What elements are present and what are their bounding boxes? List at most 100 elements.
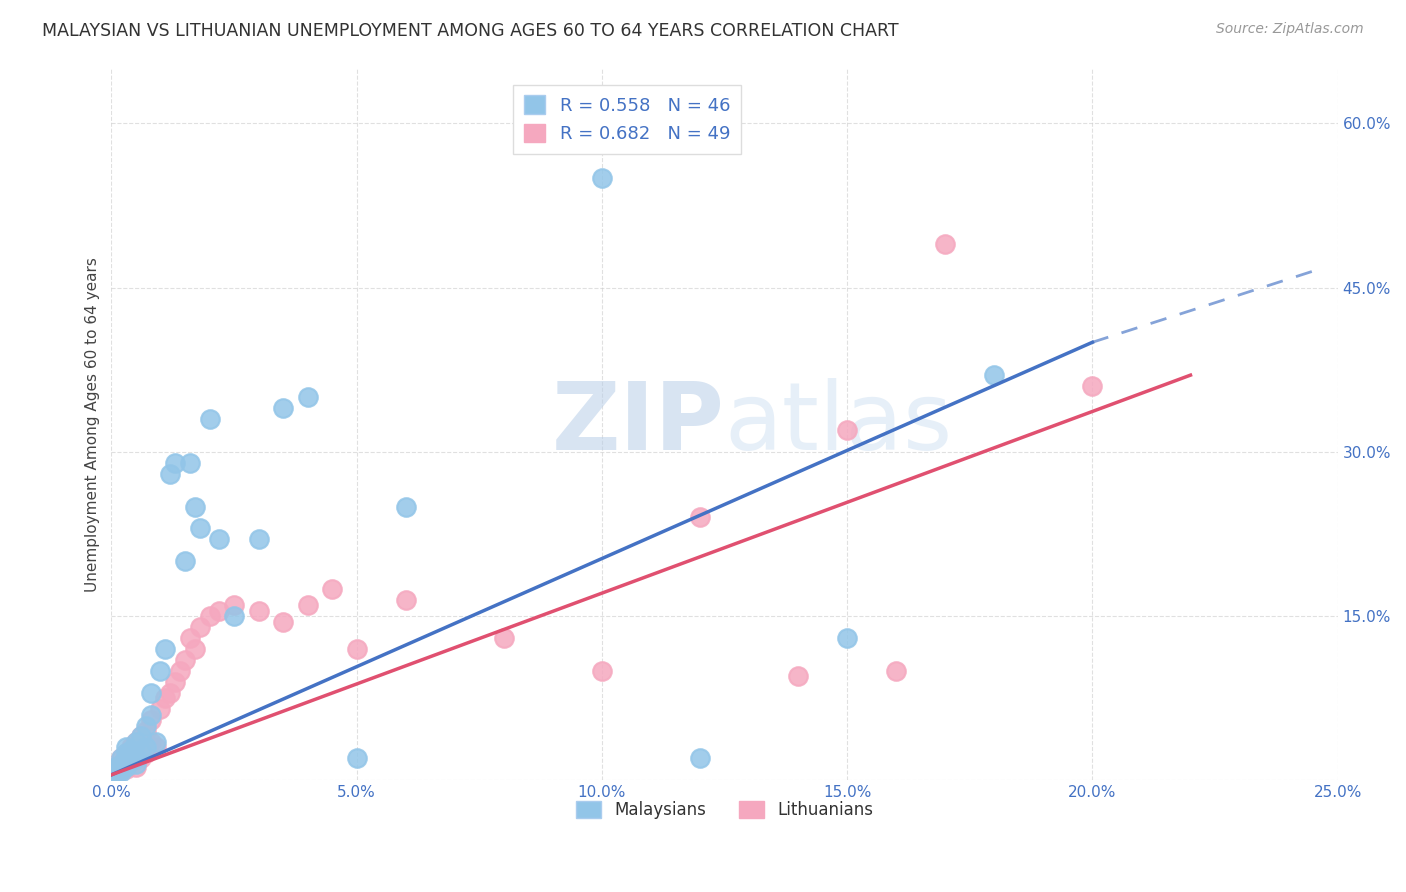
Point	[492, 631, 515, 645]
Point	[129, 730, 152, 744]
Point	[1081, 379, 1104, 393]
Point	[271, 401, 294, 415]
Point	[115, 746, 138, 760]
Point	[110, 764, 132, 779]
Point	[934, 236, 956, 251]
Point	[983, 368, 1005, 383]
Point	[110, 762, 132, 776]
Text: MALAYSIAN VS LITHUANIAN UNEMPLOYMENT AMONG AGES 60 TO 64 YEARS CORRELATION CHART: MALAYSIAN VS LITHUANIAN UNEMPLOYMENT AMO…	[42, 22, 898, 40]
Point	[689, 510, 711, 524]
Point	[115, 740, 138, 755]
Point	[120, 754, 142, 768]
Point	[198, 412, 221, 426]
Point	[837, 423, 859, 437]
Point	[188, 620, 211, 634]
Point	[110, 751, 132, 765]
Y-axis label: Unemployment Among Ages 60 to 64 years: Unemployment Among Ages 60 to 64 years	[86, 257, 100, 592]
Point	[139, 686, 162, 700]
Point	[125, 760, 148, 774]
Point	[689, 751, 711, 765]
Point	[105, 760, 128, 774]
Point	[115, 754, 138, 768]
Point	[184, 641, 207, 656]
Point	[159, 686, 181, 700]
Point	[139, 735, 162, 749]
Point	[179, 456, 201, 470]
Point	[115, 746, 138, 760]
Point	[110, 762, 132, 776]
Point	[174, 653, 197, 667]
Point	[129, 746, 152, 760]
Point	[125, 735, 148, 749]
Text: atlas: atlas	[724, 378, 953, 470]
Point	[105, 762, 128, 776]
Point	[188, 521, 211, 535]
Point	[115, 754, 138, 768]
Point	[149, 664, 172, 678]
Point	[110, 756, 132, 771]
Point	[105, 764, 128, 779]
Point	[125, 746, 148, 760]
Point	[591, 171, 613, 186]
Point	[155, 691, 177, 706]
Point	[271, 615, 294, 629]
Point	[165, 456, 187, 470]
Point	[169, 664, 191, 678]
Point	[139, 713, 162, 727]
Point	[120, 756, 142, 771]
Point	[125, 756, 148, 771]
Point	[105, 768, 128, 782]
Point	[135, 746, 157, 760]
Point	[591, 664, 613, 678]
Point	[115, 762, 138, 776]
Point	[159, 467, 181, 481]
Point	[297, 598, 319, 612]
Point	[145, 735, 167, 749]
Point	[105, 760, 128, 774]
Point	[198, 609, 221, 624]
Point	[247, 603, 270, 617]
Point	[346, 641, 368, 656]
Point	[395, 500, 418, 514]
Point	[247, 533, 270, 547]
Point	[149, 702, 172, 716]
Point	[135, 740, 157, 755]
Point	[129, 751, 152, 765]
Point	[165, 674, 187, 689]
Point	[145, 740, 167, 755]
Point	[135, 718, 157, 732]
Point	[105, 764, 128, 779]
Point	[125, 735, 148, 749]
Point	[208, 603, 231, 617]
Point	[346, 751, 368, 765]
Point	[105, 766, 128, 780]
Point	[120, 749, 142, 764]
Point	[115, 760, 138, 774]
Text: Source: ZipAtlas.com: Source: ZipAtlas.com	[1216, 22, 1364, 37]
Point	[120, 749, 142, 764]
Point	[110, 756, 132, 771]
Point	[105, 768, 128, 782]
Point	[222, 598, 245, 612]
Point	[787, 669, 810, 683]
Point	[395, 592, 418, 607]
Text: ZIP: ZIP	[551, 378, 724, 470]
Point	[110, 751, 132, 765]
Point	[321, 582, 343, 596]
Point	[120, 740, 142, 755]
Point	[125, 751, 148, 765]
Point	[184, 500, 207, 514]
Point	[139, 707, 162, 722]
Point	[297, 390, 319, 404]
Point	[208, 533, 231, 547]
Point	[105, 766, 128, 780]
Point	[179, 631, 201, 645]
Point	[120, 742, 142, 756]
Point	[155, 641, 177, 656]
Legend: Malaysians, Lithuanians: Malaysians, Lithuanians	[569, 794, 880, 825]
Point	[174, 554, 197, 568]
Point	[884, 664, 907, 678]
Point	[222, 609, 245, 624]
Point	[129, 730, 152, 744]
Point	[837, 631, 859, 645]
